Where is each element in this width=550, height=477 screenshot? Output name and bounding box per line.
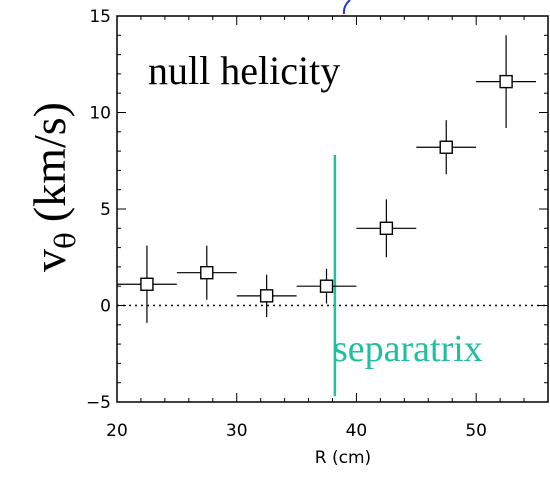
x-tick-label: 50 bbox=[465, 421, 487, 441]
separatrix-label: separatrix bbox=[333, 328, 483, 370]
x-tick-label: 20 bbox=[106, 421, 128, 441]
data-point-square bbox=[499, 74, 513, 89]
plot-area: 20 30 40 50 −5 0 5 10 15 bbox=[86, 7, 549, 441]
data-point-square bbox=[259, 289, 274, 303]
y-tick-label: 10 bbox=[89, 104, 111, 124]
svg-text:vθ(km/s): vθ (km/s) bbox=[24, 102, 82, 272]
y-tick-label: 0 bbox=[100, 297, 111, 317]
y-tick-label: 5 bbox=[100, 200, 111, 220]
data-point-square bbox=[319, 279, 334, 293]
data-point-square bbox=[379, 221, 394, 236]
y-axis-label-subscript: θ bbox=[49, 232, 82, 249]
y-axis-label-units: (km/s) bbox=[24, 102, 75, 222]
cropped-blue-mark bbox=[342, 0, 351, 15]
y-tick-label: −5 bbox=[86, 393, 111, 413]
x-axis-label: R (cm) bbox=[315, 448, 371, 468]
data-point-square bbox=[140, 277, 154, 291]
x-tick-label: 40 bbox=[346, 421, 368, 441]
y-tick-label: 15 bbox=[89, 7, 111, 27]
y-axis-label-main: v bbox=[24, 249, 75, 272]
y-axis-label: vθ (km/s) bbox=[24, 102, 82, 272]
data-point-square bbox=[200, 265, 214, 280]
null-helicity-annotation: null helicity bbox=[148, 48, 340, 93]
x-tick-label: 30 bbox=[226, 421, 248, 441]
data-point-square bbox=[439, 140, 453, 154]
